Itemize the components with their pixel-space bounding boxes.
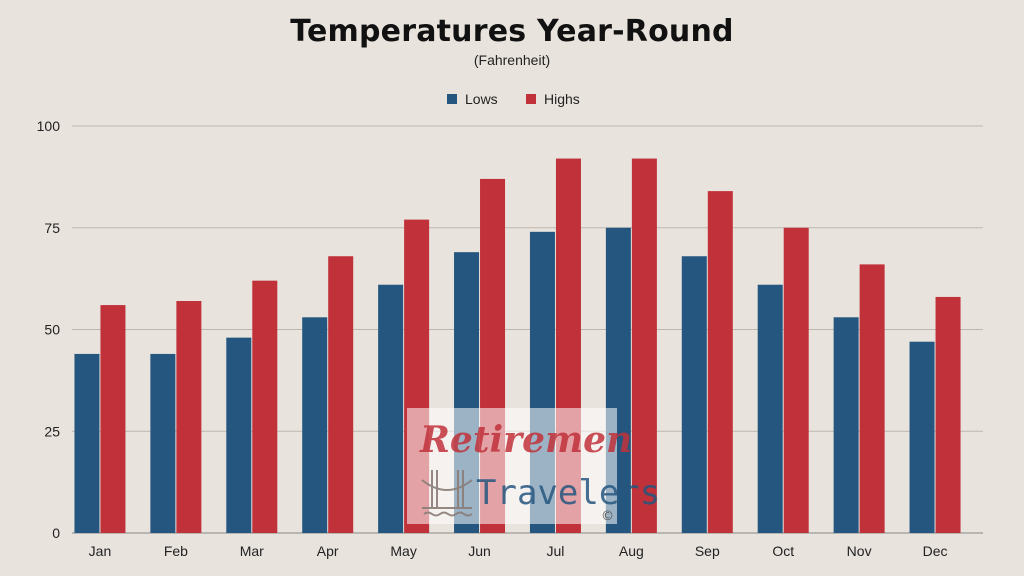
y-tick-label: 75: [44, 220, 60, 236]
y-tick-label: 50: [44, 322, 60, 338]
bar-highs-aug: [631, 158, 657, 533]
bar-lows-mar: [226, 337, 252, 533]
bar-lows-nov: [833, 317, 859, 533]
x-tick-label: Jul: [547, 543, 565, 559]
x-tick-label: Sep: [695, 543, 720, 559]
bar-lows-oct: [757, 284, 783, 533]
bar-highs-jan: [100, 305, 126, 533]
legend-label-highs: Highs: [544, 91, 580, 107]
watermark-copyright: ©: [601, 509, 614, 524]
bar-highs-apr: [328, 256, 354, 533]
legend: Lows Highs: [447, 91, 580, 107]
watermark: Retirement Travelers ©: [407, 408, 660, 524]
chart-title: Temperatures Year-Round: [290, 14, 734, 49]
y-tick-label: 0: [52, 525, 60, 541]
x-tick-label: Nov: [847, 543, 872, 559]
bar-highs-oct: [783, 227, 809, 533]
chart-subtitle: (Fahrenheit): [473, 52, 551, 68]
x-tick-label: Jun: [468, 543, 491, 559]
x-tick-label: Apr: [317, 543, 339, 559]
y-axis-labels: 0 25 50 75 100: [37, 118, 61, 541]
x-tick-label: Dec: [923, 543, 948, 559]
bar-lows-jan: [74, 353, 100, 533]
x-tick-label: Oct: [772, 543, 794, 559]
x-tick-label: Mar: [240, 543, 264, 559]
x-tick-label: May: [390, 543, 416, 559]
bar-lows-apr: [302, 317, 328, 533]
x-tick-label: Jan: [89, 543, 112, 559]
legend-label-lows: Lows: [465, 91, 498, 107]
bar-lows-dec: [909, 341, 935, 533]
bar-lows-may: [378, 284, 404, 533]
watermark-background: [407, 408, 617, 524]
golden-gate-bridge-icon: [421, 470, 473, 517]
x-tick-label: Aug: [619, 543, 644, 559]
bar-lows-feb: [150, 353, 176, 533]
bar-highs-feb: [176, 301, 202, 533]
watermark-line1: Retirement: [419, 419, 649, 461]
x-tick-label: Feb: [164, 543, 188, 559]
bar-lows-sep: [681, 256, 707, 533]
bar-highs-mar: [252, 280, 278, 533]
bar-highs-nov: [859, 264, 885, 533]
x-axis-labels: Jan Feb Mar Apr May Jun Jul Aug Sep Oct Nov Dec: [89, 543, 948, 559]
legend-swatch-highs: [526, 94, 536, 104]
bar-highs-dec: [935, 296, 961, 533]
y-tick-label: 25: [44, 423, 60, 439]
legend-swatch-lows: [447, 94, 457, 104]
watermark-line2: Travelers: [476, 473, 660, 513]
bar-highs-sep: [707, 191, 733, 533]
y-tick-label: 100: [37, 118, 61, 134]
